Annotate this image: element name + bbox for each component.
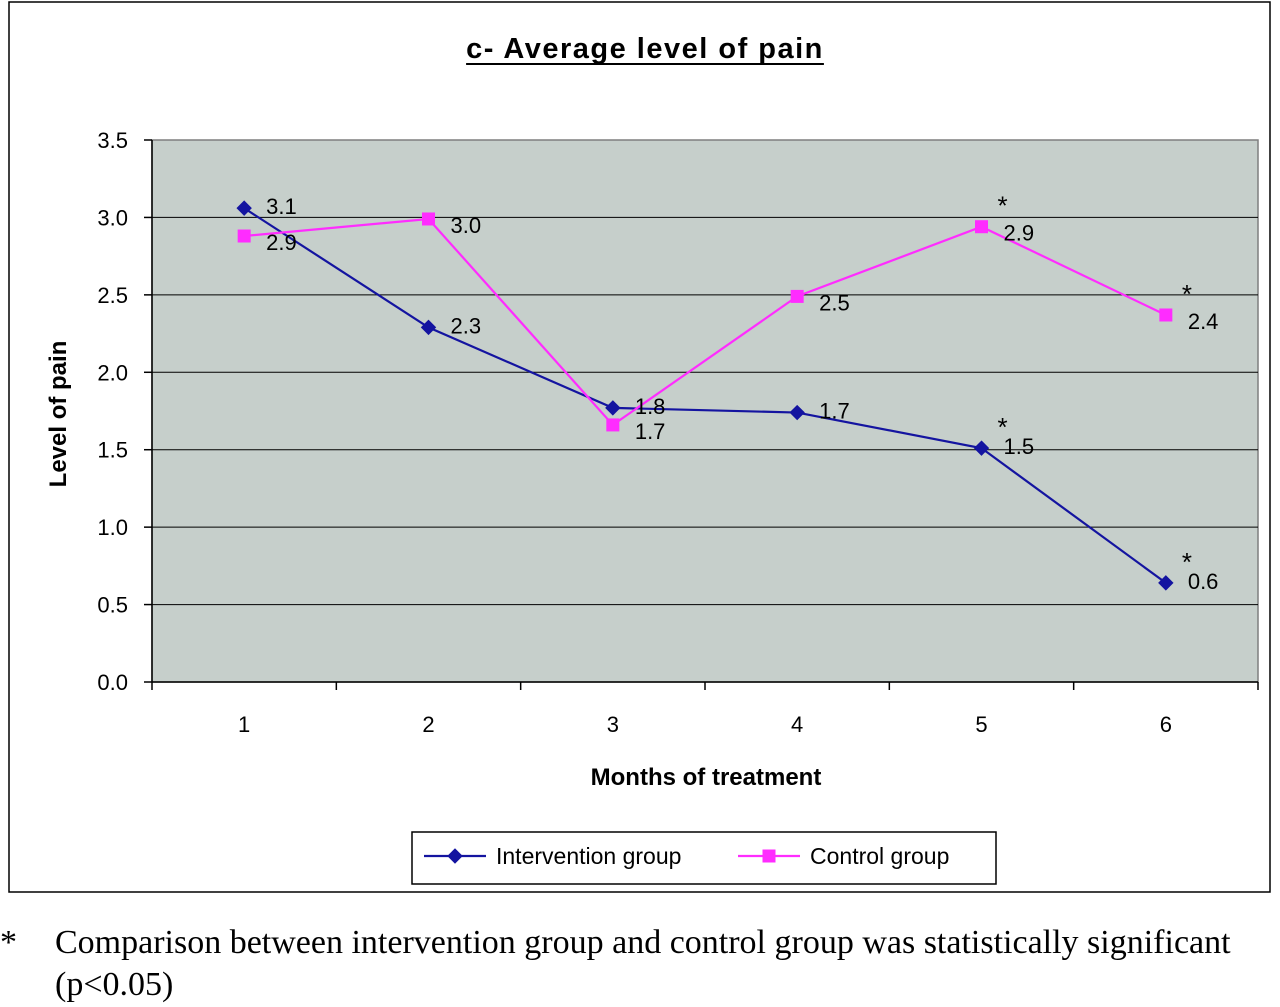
y-tick-label: 0.0 [97,670,128,695]
data-label: 1.8 [635,394,666,419]
series-line-control [244,217,1167,427]
data-point [975,220,988,234]
significance-marker: * [998,412,1008,442]
data-label: 3.0 [451,213,482,238]
y-tick-label: 0.5 [97,593,128,618]
series-markers [236,200,1174,591]
data-point [605,400,621,416]
x-tick-label: 4 [791,712,803,737]
footnote-marker: * [0,924,17,961]
data-label: 2.4 [1188,309,1219,334]
data-label: 1.7 [635,419,666,444]
data-point [1159,308,1173,322]
significance-markers: * * * * [998,191,1192,577]
y-tick-label: 3.5 [97,128,128,153]
data-point [606,418,620,432]
data-label: 2.9 [266,230,297,255]
data-label: 0.6 [1188,569,1219,594]
legend-box [411,831,997,885]
gridlines [152,216,1258,606]
data-point [789,404,805,421]
data-label: 1.5 [1004,434,1035,459]
y-axis: 0.0 0.5 1.0 1.5 2.0 2.5 3.0 3.5 [97,128,153,695]
data-label: 2.3 [451,313,482,338]
data-point [973,440,990,456]
data-point [790,289,804,303]
x-tick-label: 5 [975,712,987,737]
x-tick-label: 2 [422,712,434,737]
legend: Intervention group Control group [411,831,997,885]
data-label: 2.9 [1004,221,1035,246]
y-tick-label: 2.5 [97,283,128,308]
x-tick-label: 3 [607,712,619,737]
series-lines [243,207,1167,584]
x-tick-label: 1 [238,712,250,737]
legend-label: Intervention group [496,843,681,869]
data-label: 2.5 [819,290,850,315]
data-point [420,319,437,336]
data-point [236,200,252,216]
y-tick-label: 3.0 [97,205,128,230]
y-tick-label: 2.0 [97,360,128,385]
legend-label: Control group [810,843,949,869]
data-label: 1.7 [819,399,850,424]
chart-title: c- Average level of pain [466,33,824,65]
x-tick-label: 6 [1160,712,1172,737]
y-tick-label: 1.5 [97,438,128,463]
x-axis-title: Months of treatment [591,764,822,791]
chart: c- Average level of pain 0.0 0.5 1.0 1.5 2.0… [8,1,1271,893]
significance-marker: * [1182,547,1192,577]
y-axis-title: Level of pain [45,341,72,488]
data-point [237,229,251,243]
x-axis: 1 2 3 4 5 6 [151,681,1259,737]
data-point [422,212,435,226]
data-label: 3.1 [266,194,297,219]
legend-marker [447,848,463,864]
significance-marker: * [1182,279,1192,309]
footnote-text: Comparison between intervention group an… [55,924,1231,1003]
y-tick-label: 1.0 [97,515,128,540]
data-labels: 3.12.31.8 1.71.50.62.93.01.72.52.92.4 [266,194,1218,594]
series-line-intervention [243,207,1167,584]
legend-marker [762,849,776,863]
significance-marker: * [998,191,1008,221]
data-point [1158,575,1174,591]
